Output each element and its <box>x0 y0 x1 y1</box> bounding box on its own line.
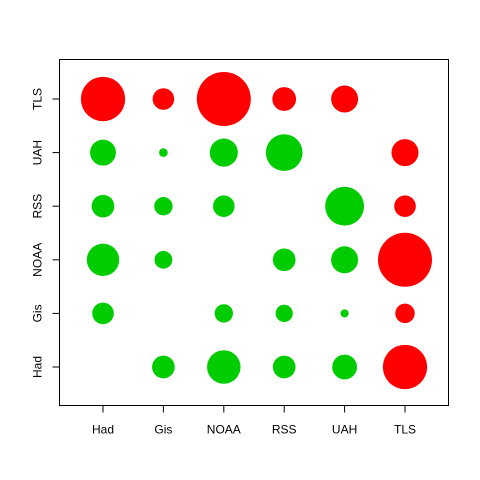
bubble-tls-gis <box>395 303 415 324</box>
bubble-rss-gis <box>275 304 293 323</box>
bubble-noaa-tls <box>196 72 251 126</box>
bubble-tls-noaa <box>378 232 432 287</box>
y-tick-label-tls: TLS <box>31 88 45 110</box>
bubble-rss-had <box>272 355 296 379</box>
bubble-noaa-gis <box>214 304 233 323</box>
y-tick-label-gis: Gis <box>31 304 45 322</box>
x-tick-label-uah: UAH <box>332 423 357 437</box>
bubble-noaa-had <box>207 350 241 384</box>
x-tick-label-tls: TLS <box>394 423 416 437</box>
x-tick-label-had: Had <box>92 423 114 437</box>
bubble-tls-had <box>382 344 428 390</box>
bubble-gis-had <box>152 355 175 379</box>
bubble-uah-noaa <box>331 246 359 274</box>
bubble-tls-uah <box>391 139 419 167</box>
y-tick-label-noaa: NOAA <box>31 243 45 277</box>
bubble-had-noaa <box>86 243 120 276</box>
bubble-noaa-rss <box>213 195 235 217</box>
bubble-had-gis <box>92 302 114 325</box>
y-tick-label-uah: UAH <box>31 140 45 165</box>
x-tick-label-rss: RSS <box>272 423 297 437</box>
bubble-marks <box>80 72 432 390</box>
bubble-gis-rss <box>154 197 173 216</box>
bubble-gis-tls <box>152 88 175 110</box>
bubble-gis-uah <box>159 148 168 157</box>
bubble-uah-gis <box>340 309 349 318</box>
bubble-noaa-uah <box>209 138 238 167</box>
plot-frame <box>59 59 449 406</box>
bubble-rss-noaa <box>272 248 296 272</box>
bubble-uah-tls <box>331 85 359 113</box>
axes: Had Gis NOAA RSS UAH TLS Had Gis NOAA RSS UAH TLS <box>31 88 417 437</box>
x-tick-label-gis: Gis <box>154 423 172 437</box>
bubble-rss-tls <box>272 87 297 111</box>
y-tick-label-rss: RSS <box>31 194 45 219</box>
bubble-had-uah <box>90 139 116 166</box>
bubble-gis-noaa <box>154 250 173 269</box>
x-tick-label-noaa: NOAA <box>207 423 241 437</box>
bubble-uah-had <box>332 354 358 380</box>
bubble-tls-rss <box>394 195 416 217</box>
bubble-rss-uah <box>265 134 303 171</box>
bubble-uah-rss <box>325 186 365 226</box>
y-tick-label-had: Had <box>31 356 45 378</box>
bubble-had-rss <box>91 194 115 218</box>
bubble-had-tls <box>80 76 126 122</box>
